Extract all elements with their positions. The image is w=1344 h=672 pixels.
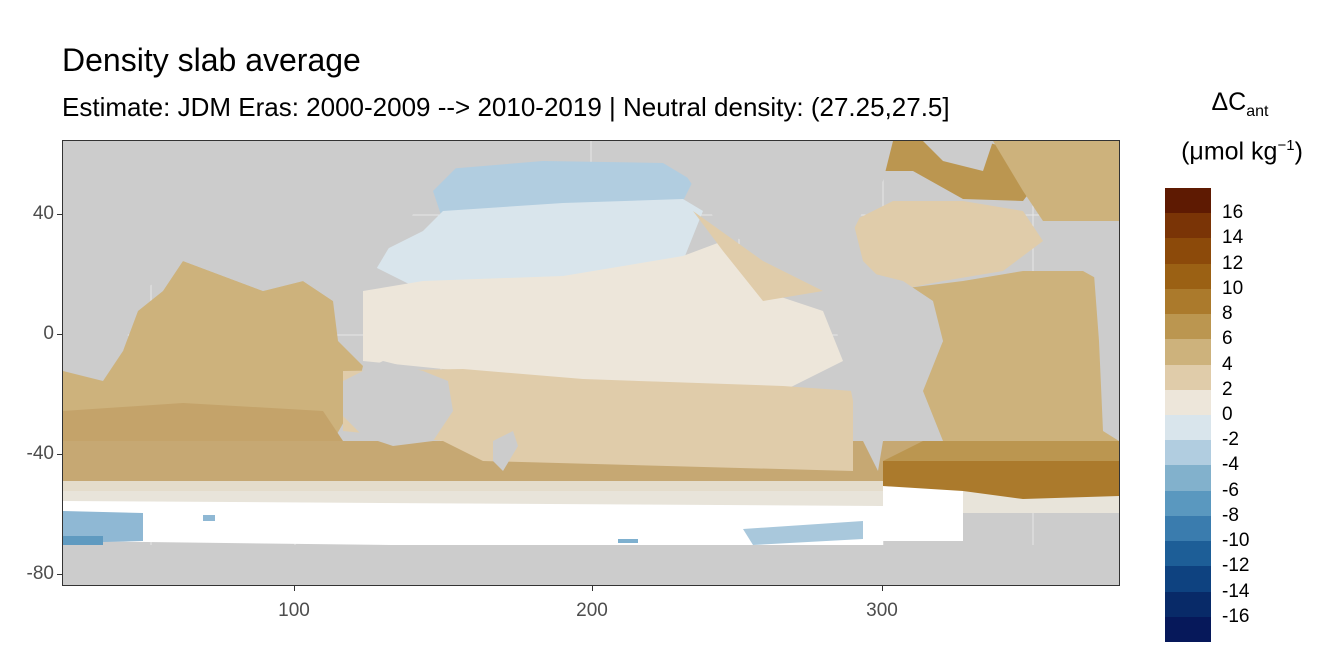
chart-title: Density slab average [62,42,361,78]
legend-swatch [1165,238,1211,265]
land-masses [63,141,1119,471]
north-atlantic [853,201,1043,291]
legend-label: -8 [1222,504,1239,526]
south-america-land [823,271,943,471]
africa-west-land [1093,251,1119,441]
legend-title: ΔCant [1165,88,1315,121]
legend-swatch [1165,465,1211,492]
x-tick-100 [294,586,295,591]
legend-unit-exp: −1 [1277,137,1295,154]
weddell-blue-patch [63,511,143,543]
legend-label: -14 [1222,580,1250,602]
legend-label: -16 [1222,605,1250,627]
greenland-land [923,141,993,171]
y-tick-neg40 [57,454,62,455]
legend-swatch [1165,213,1211,239]
indian-ocean-south [63,403,343,441]
chart-subtitle: Estimate: JDM Eras: 2000-2009 --> 2010-2… [62,92,950,122]
legend-swatch [1165,440,1211,466]
legend-swatch [1165,616,1211,643]
y-tick-label-40: 40 [32,203,54,224]
irminger-sea [993,141,1119,221]
legend-swatch [1165,314,1211,340]
legend-swatch [1165,188,1211,214]
north-pacific-east [693,211,823,301]
legend-title-subscript: ant [1246,103,1269,120]
legend-title-symbol: ΔC [1211,88,1247,116]
blue-patch-dark [63,536,103,546]
small-blue-patch-2 [203,515,215,521]
y-tick-label-neg40: -40 [26,443,54,464]
weddell-sea-ice [883,486,963,541]
legend-swatch [1165,490,1211,517]
asia-land [63,141,483,301]
legend-swatch [1165,389,1211,416]
legend-swatch [1165,541,1211,567]
legend-swatch [1165,415,1211,441]
legend-label: -10 [1222,530,1250,552]
new-zealand-land [493,431,518,471]
legend-label: 14 [1222,227,1244,249]
legend-swatch [1165,591,1211,618]
legend-label: 6 [1222,328,1233,350]
x-tick-300 [882,586,883,591]
tropical-atlantic [883,271,1119,441]
legend-label: 4 [1222,353,1233,375]
legend-label: -4 [1222,454,1239,476]
legend-swatch [1165,364,1211,391]
north-pacific-subpolar [423,161,693,221]
small-blue-patch [618,539,638,543]
south-pacific [343,369,853,471]
legend-label: 10 [1222,277,1244,299]
x-tick-label-300: 300 [866,600,898,621]
equatorial-pacific [363,241,843,391]
legend-label: 8 [1222,303,1233,325]
legend-swatch [1165,263,1211,290]
map-panel [62,140,1120,586]
legend-label: -12 [1222,555,1250,577]
legend-swatch [1165,339,1211,366]
legend-label: 2 [1222,378,1233,400]
south-atlantic-deep [883,461,1119,499]
y-tick-label-0: 0 [43,323,54,344]
indian-ocean [63,261,363,441]
legend-label: 16 [1222,202,1244,224]
legend-unit-close: ) [1294,137,1303,166]
legend-swatch [1165,566,1211,593]
y-tick-0 [57,334,62,335]
map-svg [63,141,1119,585]
y-tick-40 [57,214,62,215]
legend-label: 12 [1222,252,1244,274]
legend-swatch [1165,515,1211,542]
legend-unit: (μmol kg−1) [1162,137,1322,166]
north-america-land [663,141,893,271]
x-tick-label-200: 200 [576,600,608,621]
x-tick-200 [592,586,593,591]
australia-land [343,361,453,446]
legend-label: 0 [1222,404,1233,425]
legend-label: -6 [1222,479,1239,501]
antarctic-sea-ice [63,501,883,551]
legend-unit-open: (μmol kg [1181,137,1278,166]
south-atlantic-mid [883,441,1119,461]
ross-blue-patch [743,521,863,545]
africa-land [63,241,138,381]
legend-label: -2 [1222,429,1239,451]
x-tick-label-100: 100 [278,600,310,621]
antarctica-land [63,545,1119,585]
legend-swatch [1165,288,1211,315]
y-tick-label-neg80: -80 [26,563,54,584]
y-tick-neg80 [57,574,62,575]
